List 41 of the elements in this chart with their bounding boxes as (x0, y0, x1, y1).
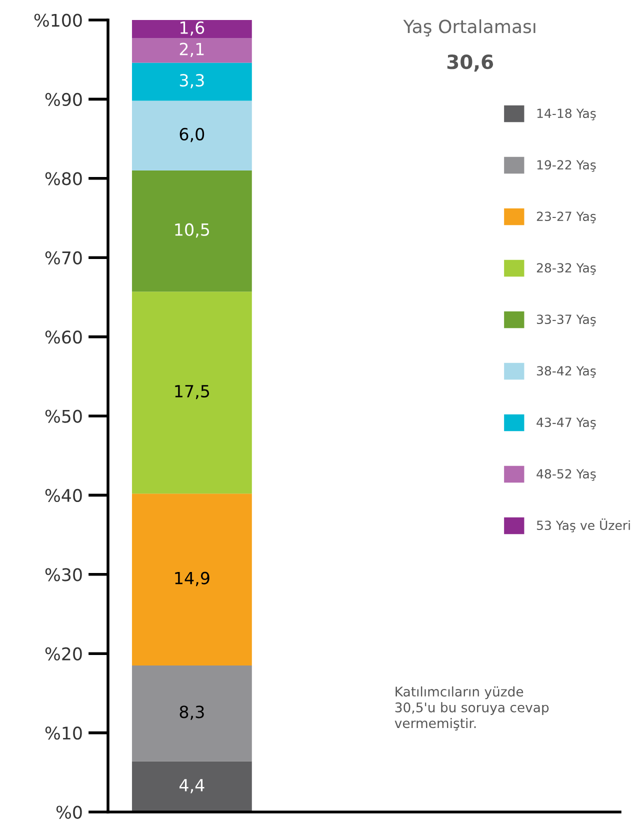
annotation: Katılımcıların yüzde 30,5'u bu soruya cevap vermemiştir. (394, 686, 549, 731)
legend-label: 33-37 Yaş (536, 314, 596, 326)
annotation: 2,1 (180, 42, 204, 58)
y-tick-label: %0 (56, 806, 82, 819)
y-tick-label: %100 (34, 14, 82, 27)
legend-label: 28-32 Yaş (536, 263, 596, 275)
y-tick-label: %90 (45, 92, 82, 106)
annotation: 10,5 (175, 223, 210, 238)
y-tick-label: %30 (45, 568, 82, 582)
legend-title: Yaş Ortalaması (403, 19, 536, 37)
annotation: 6,0 (180, 128, 204, 142)
legend-label: 43-47 Yaş (536, 418, 596, 430)
bar (132, 494, 252, 666)
legend-label: 48-52 Yaş (536, 469, 596, 481)
legend-label: 14-18 Yaş (537, 108, 596, 120)
bar (132, 665, 252, 762)
annotation: 4,4 (179, 779, 204, 794)
bar (132, 20, 252, 38)
annotation: 3,3 (180, 74, 204, 88)
y-tick-label: %10 (45, 726, 82, 740)
y-tick-label: %60 (45, 330, 82, 344)
bar (132, 761, 252, 812)
bar (132, 100, 252, 170)
annotation: 14,9 (175, 572, 210, 586)
bar (132, 292, 252, 494)
bar (132, 170, 252, 292)
legend-label: 38-42 Yaş (536, 366, 596, 378)
annotation: 30,6 (447, 54, 494, 72)
y-tick-label: %40 (45, 488, 82, 502)
y-tick-label: %70 (45, 251, 82, 264)
y-tick-label: %20 (45, 647, 82, 660)
legend-label: 53 Yaş ve Üzeri (536, 518, 630, 532)
bar (132, 38, 252, 63)
annotation: 8,3 (180, 706, 204, 720)
legend-label: 19-22 Yaş (537, 160, 596, 172)
bar (132, 62, 252, 101)
annotation: 17,5 (175, 385, 210, 400)
legend-label: 23-27 Yaş (536, 212, 596, 224)
y-tick-label: %50 (45, 410, 82, 423)
y-tick-label: %80 (45, 172, 82, 186)
annotation: 1,6 (180, 21, 204, 36)
